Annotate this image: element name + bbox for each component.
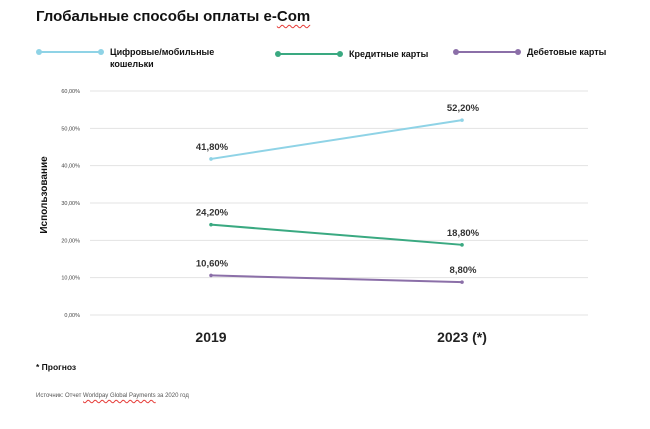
x-tick-label: 2019 [195,329,226,345]
data-label: 18,80% [447,228,480,239]
data-label: 41,80% [196,142,229,153]
y-tick-label: 40,00% [61,164,80,170]
data-point [209,157,213,161]
legend-label-debit: Дебетовые карты [527,47,607,57]
source-year-text: за 2020 год [155,393,189,399]
data-point [209,273,213,278]
data-label: 24,20% [196,208,229,219]
series-line [210,223,463,246]
forecast-footnote: * Прогноз [36,362,77,372]
legend-swatch-wallets [36,48,104,56]
source-text: Источник: Отчет [36,393,84,399]
y-tick-label: 60,00% [61,89,80,95]
chart-title-marked-text: Com [276,8,311,25]
y-tick-label: 30,00% [61,201,80,207]
source-note: Источник: Отчет Worldpay Global Payments… [36,393,189,399]
legend-item-credit: Кредитные карты [275,48,428,60]
source-report-name: Worldpay Global Payments [83,393,156,399]
series-line [210,119,463,160]
data-point [460,280,464,284]
x-tick-label: 2023 (*) [437,329,487,345]
y-tick-label: 20,00% [61,238,80,244]
legend-swatch-debit [453,48,521,56]
legend-item-wallets: Цифровые/мобильные кошельки [36,46,250,70]
y-tick-label: 0,00% [64,313,80,319]
data-label: 10,60% [196,258,229,269]
data-label: 8,80% [450,265,477,276]
data-point [460,243,464,247]
data-point [460,118,464,122]
data-point [209,222,213,227]
y-axis-label: Использование [39,156,50,234]
legend-label-credit: Кредитные карты [349,49,429,59]
chart-title-text: Глобальные способы оплаты e- [36,8,277,25]
data-label: 52,20% [447,103,480,114]
y-tick-label: 10,00% [61,276,80,282]
legend-swatch-credit [275,50,343,58]
legend-item-debit: Дебетовые карты [453,46,606,58]
series-line [210,274,463,284]
y-tick-label: 50,00% [61,126,80,132]
chart-title: Глобальные способы оплаты e-Com [36,8,310,25]
legend-label-wallets: Цифровые/мобильные кошельки [110,47,215,69]
